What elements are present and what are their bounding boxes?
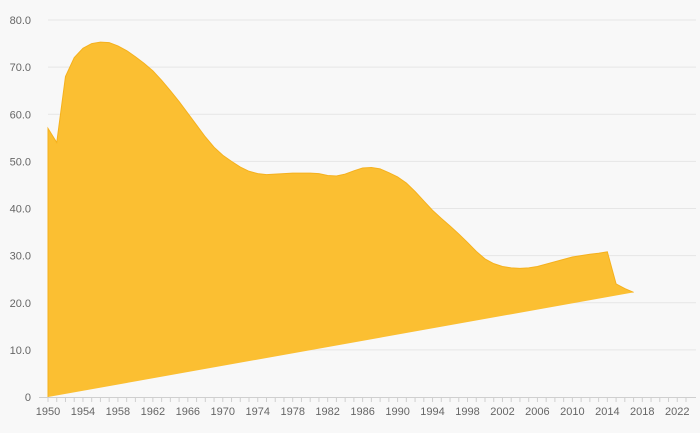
x-tick-label: 1986	[350, 406, 374, 418]
y-tick-label: 70.0	[10, 62, 31, 74]
axes	[39, 397, 696, 402]
area-series-fill	[47, 41, 634, 397]
tick-labels: 0 10.0 20.0 30.0 40.0 50.0 60.0 70.0 80.0 1950 195…	[10, 15, 690, 418]
y-tick-label: 10.0	[10, 345, 31, 357]
y-tick-label: 30.0	[10, 251, 31, 263]
x-tick-label: 2002	[490, 406, 514, 418]
y-tick-label: 20.0	[10, 298, 31, 310]
x-tick-label: 2022	[665, 406, 689, 418]
x-tick-label: 2018	[630, 406, 654, 418]
x-tick-label: 2006	[525, 406, 549, 418]
y-tick-label: 0	[25, 392, 31, 404]
x-tick-label: 1994	[420, 406, 444, 418]
y-tick-label: 50.0	[10, 156, 31, 168]
y-tick-label: 60.0	[10, 109, 31, 121]
x-tick-label: 2014	[595, 406, 619, 418]
y-tick-label: 40.0	[10, 204, 31, 216]
x-tick-label: 1958	[106, 406, 130, 418]
x-tick-label: 1990	[385, 406, 409, 418]
x-tick-label: 1998	[455, 406, 479, 418]
x-tick-label: 1962	[141, 406, 165, 418]
x-tick-label: 1974	[246, 406, 270, 418]
x-tick-label: 1970	[211, 406, 235, 418]
x-tick-label: 2010	[560, 406, 584, 418]
x-tick-label: 1950	[36, 406, 60, 418]
x-tick-label: 1966	[176, 406, 200, 418]
x-tick-label: 1954	[71, 406, 95, 418]
x-tick-label: 1982	[315, 406, 339, 418]
y-tick-label: 80.0	[10, 15, 31, 27]
x-tick-label: 1978	[280, 406, 304, 418]
area-series	[47, 41, 634, 397]
